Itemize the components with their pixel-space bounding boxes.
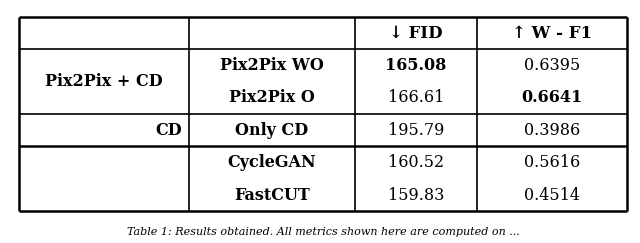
Text: 0.5616: 0.5616 bbox=[524, 154, 580, 171]
Text: 0.6641: 0.6641 bbox=[522, 89, 582, 106]
Text: 166.61: 166.61 bbox=[388, 89, 444, 106]
Text: 165.08: 165.08 bbox=[385, 57, 447, 74]
Text: Pix2Pix O: Pix2Pix O bbox=[229, 89, 315, 106]
Text: 160.52: 160.52 bbox=[388, 154, 444, 171]
Text: Table 1: Results obtained. All metrics shown here are computed on ...: Table 1: Results obtained. All metrics s… bbox=[127, 227, 520, 237]
Text: FastCUT: FastCUT bbox=[234, 187, 310, 204]
Text: 0.3986: 0.3986 bbox=[524, 122, 580, 139]
Text: ↓ FID: ↓ FID bbox=[389, 25, 443, 42]
Text: 195.79: 195.79 bbox=[388, 122, 444, 139]
Text: ↑ W - F1: ↑ W - F1 bbox=[512, 25, 592, 42]
Text: Only CD: Only CD bbox=[236, 122, 308, 139]
Text: 159.83: 159.83 bbox=[388, 187, 444, 204]
Text: CycleGAN: CycleGAN bbox=[228, 154, 316, 171]
Text: Pix2Pix + CD: Pix2Pix + CD bbox=[45, 73, 163, 90]
Text: CD: CD bbox=[156, 122, 182, 139]
Text: Pix2Pix WO: Pix2Pix WO bbox=[220, 57, 324, 74]
Text: 0.4514: 0.4514 bbox=[524, 187, 580, 204]
Text: 0.6395: 0.6395 bbox=[524, 57, 580, 74]
